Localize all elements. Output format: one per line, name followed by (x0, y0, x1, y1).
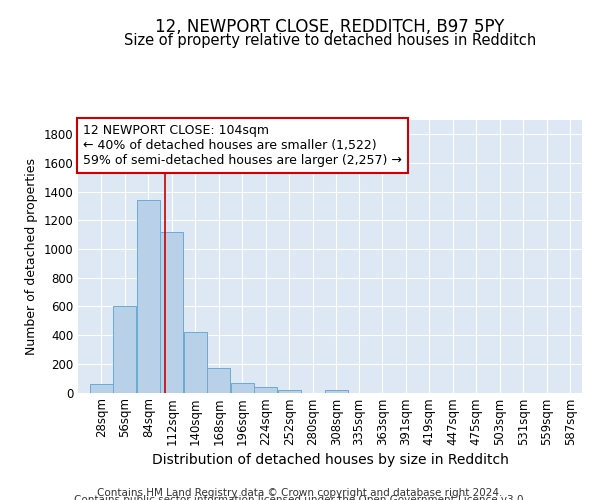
Bar (231, 383, 254, 392)
Y-axis label: Number of detached properties: Number of detached properties (25, 158, 38, 355)
Bar (208, 368, 230, 392)
Text: Contains public sector information licensed under the Open Government Licence v3: Contains public sector information licen… (74, 495, 526, 500)
Bar (278, 390, 301, 392)
Text: Contains HM Land Registry data © Crown copyright and database right 2024.: Contains HM Land Registry data © Crown c… (97, 488, 503, 498)
Bar (90, 384, 113, 392)
Bar (160, 232, 184, 392)
Bar (254, 387, 277, 392)
Text: 12, NEWPORT CLOSE, REDDITCH, B97 5PY: 12, NEWPORT CLOSE, REDDITCH, B97 5PY (155, 18, 505, 36)
Bar (325, 390, 348, 392)
Bar (137, 200, 160, 392)
Text: Size of property relative to detached houses in Redditch: Size of property relative to detached ho… (124, 32, 536, 48)
Text: 12 NEWPORT CLOSE: 104sqm
← 40% of detached houses are smaller (1,522)
59% of sem: 12 NEWPORT CLOSE: 104sqm ← 40% of detach… (83, 124, 402, 167)
Bar (113, 306, 136, 392)
X-axis label: Distribution of detached houses by size in Redditch: Distribution of detached houses by size … (152, 454, 508, 468)
Bar (184, 332, 207, 392)
